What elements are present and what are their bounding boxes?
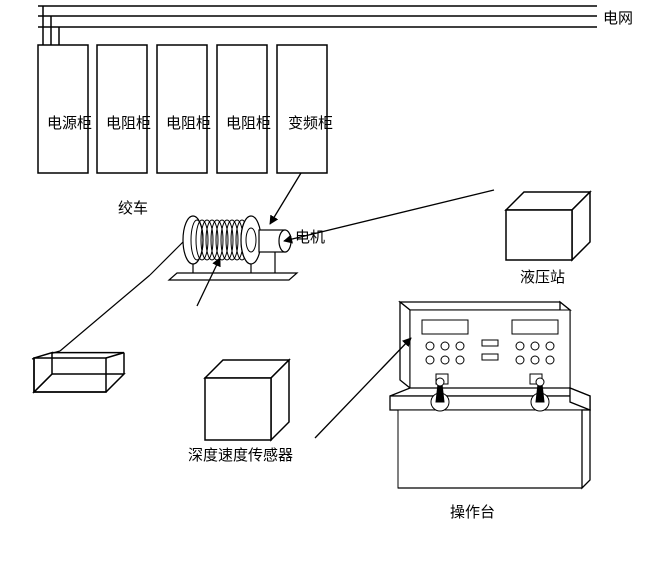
cab_res3-label: 电阻柜 <box>226 115 271 132</box>
cab_res2-label: 电阻柜 <box>166 115 211 132</box>
console-label: 操作台 <box>450 504 495 521</box>
cab_res1-label: 电阻柜 <box>106 115 151 132</box>
console <box>390 302 590 488</box>
cab_vfd-label: 变频柜 <box>288 115 333 132</box>
hydraulic-label: 液压站 <box>520 269 565 286</box>
motor-label: 电机 <box>295 229 325 246</box>
winch-label: 绞车 <box>118 200 148 217</box>
arrow <box>315 338 411 438</box>
winch <box>169 216 297 280</box>
cab_power-label: 电源柜 <box>47 115 92 132</box>
grid-label: 电网 <box>603 10 633 27</box>
arrow <box>270 173 301 224</box>
arrow <box>197 258 220 306</box>
sensor-label: 深度速度传感器 <box>188 447 293 464</box>
